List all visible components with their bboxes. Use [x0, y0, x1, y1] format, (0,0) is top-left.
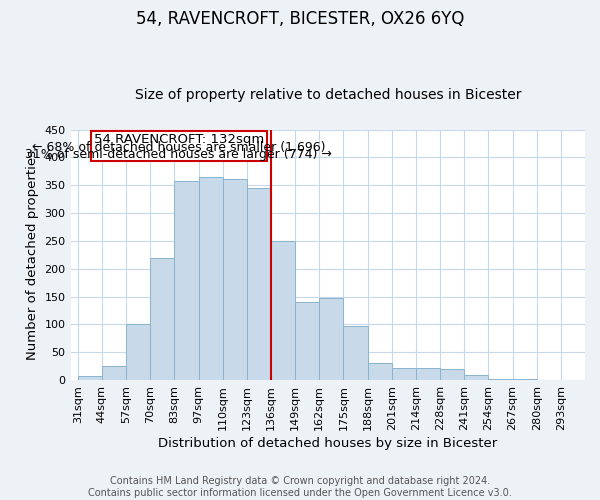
Bar — [271, 241, 295, 380]
Bar — [199, 177, 223, 380]
Bar — [512, 379, 536, 380]
Bar — [78, 376, 102, 380]
Bar — [247, 188, 271, 380]
Text: 31% of semi-detached houses are larger (774) →: 31% of semi-detached houses are larger (… — [25, 148, 332, 162]
Bar — [126, 324, 150, 380]
Bar — [368, 364, 392, 380]
Title: Size of property relative to detached houses in Bicester: Size of property relative to detached ho… — [134, 88, 521, 102]
Bar — [416, 368, 440, 380]
Bar — [175, 181, 199, 380]
Bar — [223, 178, 247, 380]
Text: 54, RAVENCROFT, BICESTER, OX26 6YQ: 54, RAVENCROFT, BICESTER, OX26 6YQ — [136, 10, 464, 28]
Bar — [295, 302, 319, 380]
Text: 54 RAVENCROFT: 132sqm: 54 RAVENCROFT: 132sqm — [94, 133, 264, 146]
Bar — [464, 374, 488, 380]
Text: ← 68% of detached houses are smaller (1,696): ← 68% of detached houses are smaller (1,… — [32, 140, 326, 153]
X-axis label: Distribution of detached houses by size in Bicester: Distribution of detached houses by size … — [158, 437, 497, 450]
Bar — [102, 366, 126, 380]
Bar — [488, 379, 512, 380]
Bar — [319, 298, 343, 380]
Bar — [343, 326, 368, 380]
Text: Contains HM Land Registry data © Crown copyright and database right 2024.
Contai: Contains HM Land Registry data © Crown c… — [88, 476, 512, 498]
Bar — [392, 368, 416, 380]
Y-axis label: Number of detached properties: Number of detached properties — [26, 150, 39, 360]
FancyBboxPatch shape — [91, 130, 266, 162]
Bar — [150, 258, 175, 380]
Bar — [440, 369, 464, 380]
